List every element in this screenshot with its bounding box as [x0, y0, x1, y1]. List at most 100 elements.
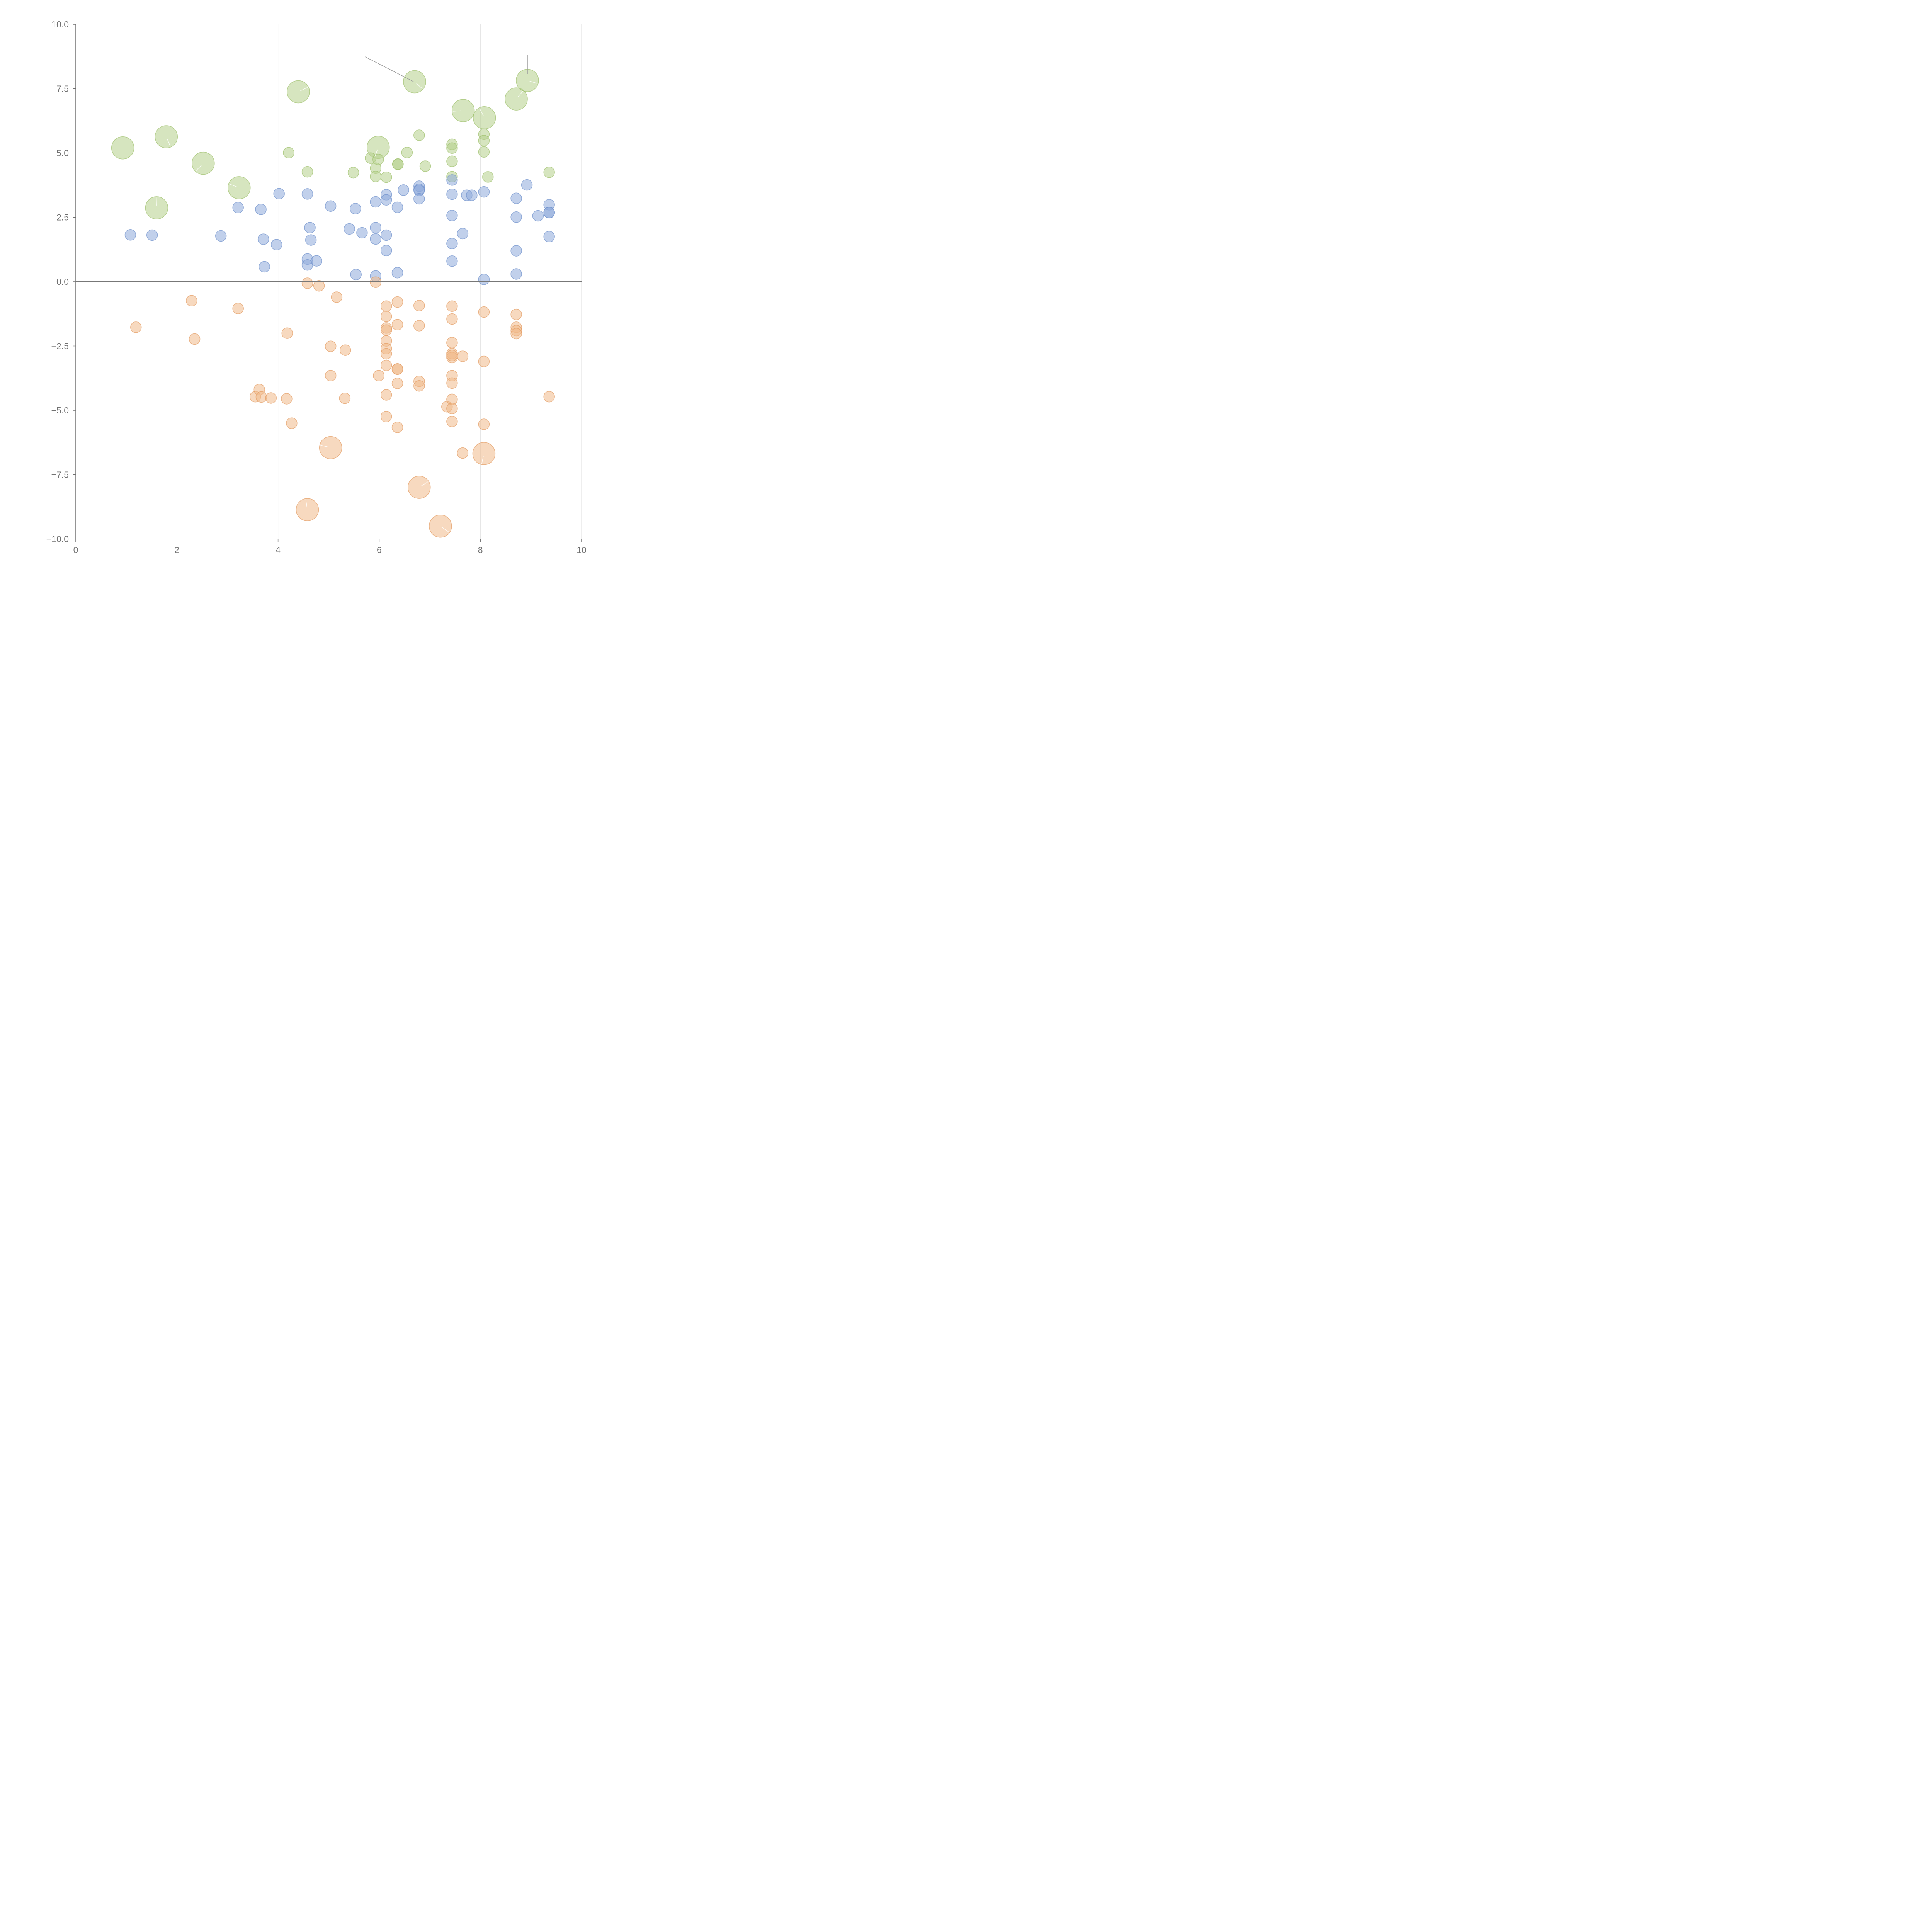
orange-bubble — [380, 359, 392, 371]
bubble-leader-line — [320, 445, 329, 447]
green-bubble — [403, 70, 426, 94]
x-tick-label: 8 — [478, 545, 483, 555]
orange-bubble — [189, 333, 201, 345]
orange-bubble — [413, 320, 425, 332]
blue-bubble — [380, 194, 392, 206]
orange-bubble — [325, 370, 337, 381]
axes: 0 2 4 6 8 10 10.0 7.5 5.0 2.5 0.0 −2.5 −5.0 −7.5 −10.0 — [46, 19, 587, 555]
orange-bubble — [429, 514, 452, 538]
orange-bubble — [339, 392, 351, 404]
orange-bubble — [472, 442, 496, 465]
blue-bubble — [350, 269, 362, 281]
bubble-leader-line — [517, 91, 524, 97]
blue-bubble — [325, 200, 337, 212]
y-tick-label: 5.0 — [56, 148, 69, 158]
orange-bubble — [130, 321, 142, 333]
orange-bubble — [391, 296, 403, 308]
bubble-leader-line — [156, 197, 157, 206]
orange-bubble — [446, 350, 458, 361]
bubble-chart: 0 2 4 6 8 10 10.0 7.5 5.0 2.5 0.0 −2.5 −5.0 −7.5 −10.0 — [46, 19, 587, 555]
orange-bubble — [325, 340, 337, 352]
blue-bubble — [380, 245, 392, 257]
blue-bubble — [457, 228, 469, 240]
orange-bubble — [413, 300, 425, 311]
green-bubble — [419, 160, 431, 172]
bubble-leader-line — [442, 527, 449, 532]
blue-bubble — [350, 203, 361, 214]
blue-bubble — [257, 233, 269, 245]
orange-bubble — [457, 447, 469, 459]
green-bubble — [392, 158, 404, 170]
blue-bubble — [391, 201, 403, 213]
blue-bubble — [532, 210, 544, 222]
blue-bubble — [259, 261, 270, 273]
orange-bubble — [373, 370, 384, 381]
bubble-leader-line — [416, 83, 423, 89]
orange-bubble — [380, 300, 392, 312]
orange-bubble — [265, 392, 277, 404]
orange-bubble — [186, 295, 197, 307]
orange-bubble — [331, 291, 343, 303]
green-bubble — [401, 146, 413, 158]
orange-bubble — [301, 277, 313, 289]
blue-bubble — [304, 222, 316, 233]
orange-bubble — [446, 337, 458, 349]
green-bubble — [287, 80, 310, 104]
orange-bubble — [391, 363, 403, 375]
orange-bubble — [286, 417, 298, 429]
orange-bubble — [413, 380, 425, 392]
orange-bubble — [339, 344, 351, 356]
blue-bubble — [398, 184, 409, 196]
orange-bubble — [543, 391, 555, 403]
green-bubble — [451, 99, 475, 122]
bubble-leader-line — [196, 165, 202, 171]
green-bubble — [192, 151, 215, 175]
green-bubble — [543, 167, 555, 178]
green-bubble — [482, 171, 494, 183]
orange-bubble — [478, 355, 490, 367]
bubble-leader-line — [479, 108, 484, 116]
blue-bubble — [255, 204, 267, 215]
orange-bubble — [313, 280, 325, 292]
green-bubble — [372, 153, 384, 165]
orange-bubble — [232, 303, 244, 315]
orange-bubble — [510, 328, 522, 340]
annotation-leader-line — [365, 56, 414, 82]
green-bubble — [301, 166, 313, 178]
blue-bubble — [521, 179, 533, 191]
y-tick-label: 7.5 — [56, 84, 69, 94]
bubble-leader-line — [452, 110, 461, 112]
blue-bubble — [124, 229, 136, 241]
orange-bubble — [380, 311, 392, 322]
blue-bubble — [543, 207, 555, 219]
orange-bubble — [446, 300, 458, 312]
blue-bubble — [232, 202, 244, 213]
orange-bubble — [255, 391, 267, 403]
orange-bubble — [446, 403, 458, 415]
blue-bubble — [370, 222, 381, 233]
orange-bubble — [281, 393, 293, 405]
orange-bubble — [408, 476, 431, 499]
orange-bubble — [281, 327, 293, 339]
orange-bubble — [446, 313, 458, 325]
x-tick-label: 2 — [174, 545, 179, 555]
orange-bubble — [380, 389, 392, 401]
orange-bubble — [446, 377, 458, 389]
blue-bubble — [446, 174, 458, 186]
blue-bubble — [510, 211, 522, 223]
blue-bubble — [311, 255, 322, 267]
green-bubble — [380, 171, 392, 183]
leader-lines — [125, 55, 538, 532]
green-bubble — [473, 106, 496, 129]
green-bubble — [370, 170, 381, 182]
blue-bubble — [305, 234, 317, 246]
orange-bubble — [380, 411, 392, 422]
blue-bubble — [413, 193, 425, 205]
y-tick-label: 2.5 — [56, 213, 69, 223]
orange-bubble — [510, 308, 522, 320]
bubble-leader-line — [229, 184, 237, 187]
bubble-leader-line — [374, 149, 378, 158]
y-tick-label: 0.0 — [56, 277, 69, 287]
blue-bubble — [446, 255, 458, 267]
x-tick-label: 0 — [73, 545, 78, 555]
